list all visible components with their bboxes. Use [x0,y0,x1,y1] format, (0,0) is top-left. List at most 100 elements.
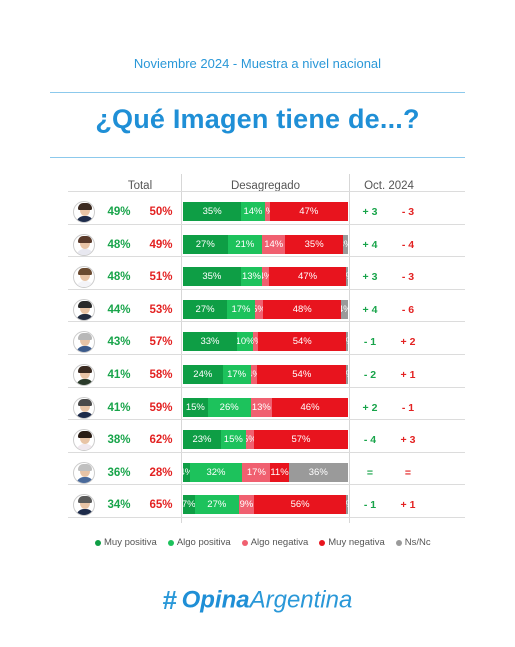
row-divider [68,256,465,257]
bar-segment-label: 46% [300,402,320,413]
bar-segment-muy-negativa: 48% [263,300,342,319]
legend-label: Muy positiva [104,537,157,548]
bar-segment-muy-positiva: 27% [183,235,228,254]
bar-segment-label: 36% [308,467,328,478]
logo-opina: Opina [181,586,250,614]
bar-segment-label: 23% [192,434,212,445]
bar-segment-label: 21% [235,239,255,250]
change-negative-value: - 3 [401,271,415,283]
bar-segment-muy-positiva: 33% [183,332,237,351]
bar-segment-label: 1% [346,495,348,514]
total-negative-value: 53% [149,304,173,316]
bar-segment-label: 11% [270,467,289,478]
bar-segment-algo-positiva: 32% [189,463,243,482]
bar-segment-label: 33% [200,336,220,347]
stacked-bar: 24% 17% 4% 54% 1% [183,365,348,384]
row-divider [68,354,465,355]
change-negative-value: - 1 [401,402,415,414]
bar-segment-label: 14% [243,206,263,217]
title-divider [50,157,465,158]
bar-segment-algo-negativa: 14% [262,235,286,254]
legend-dot-icon [241,539,248,546]
bar-segment-algo-positiva: 15% [220,430,246,449]
bar-segment-ns-nc: 1% [346,495,348,514]
bar-segment-label: 1% [346,365,348,384]
column-header-total: Total [127,180,153,192]
avatar [73,397,95,419]
avatar [73,462,95,484]
bar-segment-label: 56% [290,499,310,510]
bar-segment-muy-positiva: 4% [183,463,190,482]
bar-segment-ns-nc: 1% [346,332,348,351]
avatar [73,299,95,321]
bar-segment-muy-negativa: 35% [285,235,344,254]
bar-segment-algo-negativa: 3% [253,332,259,351]
bar-segment-algo-negativa: 13% [250,398,273,417]
change-negative-value: - 4 [401,239,415,251]
bar-segment-label: 35% [304,239,324,250]
bar-segment-ns-nc: 1% [346,267,348,286]
bar-segment-label: 3% [253,332,258,351]
avatar [73,234,95,256]
change-negative-value: + 3 [400,434,416,446]
bar-segment-algo-negativa: 5% [254,300,264,319]
bar-segment-muy-negativa: 46% [272,398,348,417]
legend-label: Muy negativa [328,537,385,548]
bar-segment-label: 47% [298,271,318,282]
avatar [73,429,95,451]
bar-segment-algo-positiva: 13% [240,267,263,286]
stacked-bar: 7% 27% 9% 56% 1% [183,495,348,514]
bar-segment-muy-negativa: 54% [257,365,347,384]
avatar [73,364,95,386]
bar-segment-label: 48% [292,304,312,315]
bar-segment-algo-positiva: 14% [241,202,265,221]
bar-segment-algo-negativa: 3% [264,202,270,221]
bar-segment-muy-positiva: 23% [183,430,221,449]
change-positive-value: - 2 [363,369,377,381]
total-negative-value: 58% [149,369,173,381]
avatar [73,266,95,288]
bar-segment-label: 1% [346,332,348,351]
column-header-breakdown: Desagregado [230,180,301,192]
stacked-bar: 23%15%5%57%0% [183,430,348,449]
change-negative-value: + 1 [400,369,416,381]
change-positive-value: + 3 [362,271,378,283]
total-positive-value: 48% [107,271,131,283]
bar-segment-muy-negativa: 11% [270,463,289,482]
total-positive-value: 38% [107,434,131,446]
bar-segment-label: 17% [227,369,247,380]
total-negative-value: 28% [149,467,173,479]
row-divider [68,484,465,485]
chart-legend: Muy positiva Algo positiva Algo negativa Mu… [95,537,431,548]
column-divider [181,174,182,523]
bar-segment-muy-negativa: 56% [253,495,347,514]
total-negative-value: 50% [149,206,173,218]
bar-segment-muy-negativa: 47% [269,202,348,221]
row-divider [68,289,465,290]
bar-segment-label: 4% [183,463,190,482]
stacked-bar: 35% 13%4% 47% 1% [183,267,348,286]
logo-hash-icon: # [162,585,178,615]
total-negative-value: 59% [149,402,173,414]
change-negative-value: + 1 [400,499,416,511]
bar-segment-algo-negativa: 4% [262,267,269,286]
change-positive-value: + 2 [362,402,378,414]
bar-segment-muy-positiva: 24% [183,365,223,384]
avatar [73,201,95,223]
avatar [73,331,95,353]
bar-segment-muy-positiva: 35% [183,267,241,286]
logo-argentina: Argentina [249,586,353,614]
legend-label: Algo negativa [250,537,309,548]
bar-segment-label: 57% [291,434,311,445]
total-positive-value: 43% [107,336,131,348]
bar-segment-label: 3% [265,202,270,221]
bar-segment-label: 4% [341,300,348,319]
bar-segment-algo-positiva: 17% [222,365,251,384]
bar-segment-label: 5% [246,430,254,449]
total-positive-value: 44% [107,304,131,316]
bar-segment-ns-nc: 36% [288,463,348,482]
bar-segment-label: 17% [246,467,266,478]
page-title: ¿Qué Imagen tiene de...? [95,104,420,134]
bar-segment-label: 15% [185,402,205,413]
row-divider [68,517,465,518]
